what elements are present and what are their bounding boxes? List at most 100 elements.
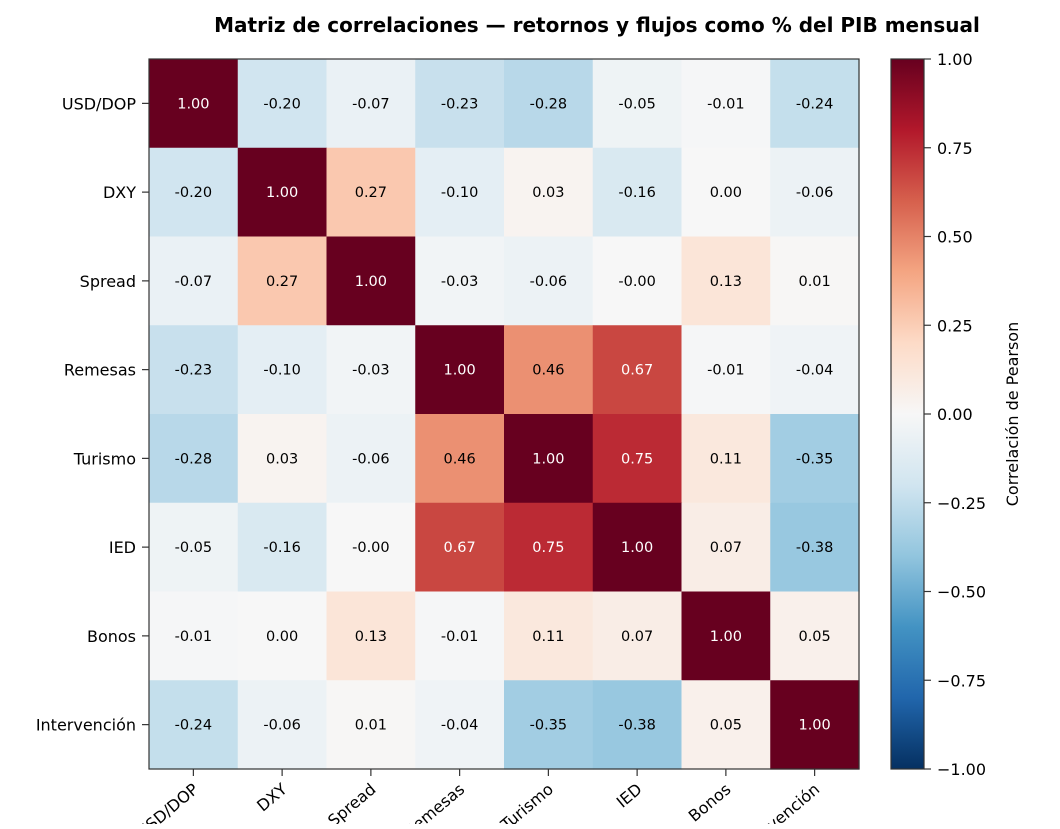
- heatmap-cell: [592, 325, 683, 415]
- heatmap-cell: [326, 680, 416, 770]
- heatmap-cell: [415, 236, 505, 326]
- heatmap-cell: [681, 59, 771, 149]
- x-tick-label: IED: [613, 780, 646, 812]
- heatmap-cell: [237, 502, 328, 593]
- cell-value-label: -0.28: [175, 451, 213, 467]
- cell-value-label: -0.20: [175, 185, 213, 201]
- heatmap-cell: [415, 502, 505, 593]
- colorbar-tick-label: −0.25: [937, 494, 986, 513]
- y-tick-label: IED: [109, 538, 136, 557]
- heatmap-cell: [770, 325, 860, 415]
- y-tick-label: Spread: [80, 272, 136, 291]
- cell-value-label: 0.11: [532, 629, 564, 645]
- heatmap-cell: [415, 59, 505, 149]
- x-tick-label: Remesas: [401, 780, 468, 824]
- heatmap-cell: [326, 502, 416, 593]
- heatmap-cell: [326, 236, 416, 326]
- colorbar-tick-label: 0.25: [937, 316, 973, 335]
- cell-value-label: -0.23: [441, 96, 479, 112]
- heatmap-frame: [148, 58, 860, 770]
- cell-value-label: 0.75: [621, 451, 653, 467]
- cell-value-label: 1.00: [177, 96, 209, 112]
- cell-value-label: 0.05: [710, 718, 742, 734]
- cell-value-label: 0.11: [710, 451, 742, 467]
- cell-value-label: -0.03: [441, 274, 479, 290]
- heatmap-cell: [681, 680, 771, 770]
- heatmap-cell: [237, 414, 328, 504]
- heatmap-cell: [770, 236, 860, 326]
- heatmap-cell: [149, 236, 239, 326]
- cell-value-label: 0.13: [710, 274, 742, 290]
- heatmap-cell: [504, 680, 594, 770]
- cell-value-label: 0.01: [798, 274, 830, 290]
- cell-value-label: -0.00: [618, 274, 656, 290]
- x-tick-label: DXY: [253, 779, 291, 815]
- cell-value-label: -0.10: [263, 363, 301, 379]
- heatmap-cell: [237, 591, 328, 681]
- x-tick-label: Bonos: [685, 780, 735, 824]
- cell-value-label: 0.07: [710, 540, 742, 556]
- x-tick-label: Intervención: [734, 780, 823, 824]
- colorbar-tick-label: −0.50: [937, 583, 986, 602]
- cell-value-label: -0.01: [707, 96, 745, 112]
- heatmap-cell: [149, 59, 239, 149]
- cell-value-label: -0.03: [352, 363, 390, 379]
- heatmap-cell: [770, 680, 860, 770]
- cell-value-label: -0.01: [175, 629, 213, 645]
- colorbar: 1.00 0.75 0.50 0.25 0.00 −0.25 −0.50 −0.75 −1.00…: [890, 50, 1022, 779]
- heatmap-cell: [504, 502, 594, 593]
- cell-value-label: -0.00: [352, 540, 390, 556]
- y-tick-label: DXY: [103, 183, 136, 202]
- cell-value-label: 0.00: [266, 629, 298, 645]
- y-tick-label: Turismo: [73, 449, 136, 468]
- cell-value-label: 0.03: [532, 185, 564, 201]
- cell-value-label: 1.00: [621, 540, 653, 556]
- cell-value-label: 0.13: [355, 629, 387, 645]
- cell-value-label: -0.16: [263, 540, 301, 556]
- heatmap-cell: [149, 502, 239, 593]
- cell-value-label: 1.00: [532, 451, 564, 467]
- cell-value-label: -0.04: [441, 718, 479, 734]
- x-tick-label: Turismo: [496, 780, 557, 824]
- cell-value-label: -0.07: [352, 96, 390, 112]
- cell-value-label: -0.06: [352, 451, 390, 467]
- cell-value-label: 0.27: [355, 185, 387, 201]
- colorbar-label: Correlación de Pearson: [1003, 322, 1022, 507]
- heatmap-cell: [592, 236, 683, 326]
- cell-value-label: -0.06: [796, 185, 834, 201]
- heatmap-cell: [415, 147, 505, 238]
- cell-value-label: 1.00: [710, 629, 742, 645]
- heatmap-cell: [770, 59, 860, 149]
- heatmap-cell: [770, 502, 860, 593]
- heatmap-cell: [326, 325, 416, 415]
- cell-value-label: -0.38: [618, 718, 656, 734]
- heatmap-cell: [237, 236, 328, 326]
- colorbar-tick-label: −0.75: [937, 671, 986, 690]
- cell-value-label: -0.16: [618, 185, 656, 201]
- heatmap-cell: [149, 147, 239, 238]
- cell-value-label: -0.04: [796, 363, 834, 379]
- cell-value-label: -0.38: [796, 540, 834, 556]
- cell-value-label: 0.05: [798, 629, 830, 645]
- heatmap-cell: [592, 591, 683, 681]
- y-tick-label: Bonos: [87, 627, 136, 646]
- heatmap-cell: [237, 147, 328, 238]
- heatmap-cell: [326, 147, 416, 238]
- heatmap-cell: [237, 59, 328, 149]
- heatmap-cell: [592, 59, 683, 149]
- heatmap-cell: [504, 591, 594, 681]
- heatmap-cell: [681, 147, 771, 238]
- cell-value-label: 0.07: [621, 629, 653, 645]
- heatmap-cell: [415, 680, 505, 770]
- heatmap-cell: [149, 591, 239, 681]
- cell-value-label: 0.67: [443, 540, 475, 556]
- heatmap-cell: [770, 414, 860, 504]
- heatmap-cell: [504, 59, 594, 149]
- heatmap-cell: [149, 325, 239, 415]
- heatmap-cell: [681, 591, 771, 681]
- cell-value-label: 0.67: [621, 363, 653, 379]
- heatmap-cell: [681, 414, 771, 504]
- cell-value-label: 0.46: [532, 363, 564, 379]
- heatmap-cell: [415, 414, 505, 504]
